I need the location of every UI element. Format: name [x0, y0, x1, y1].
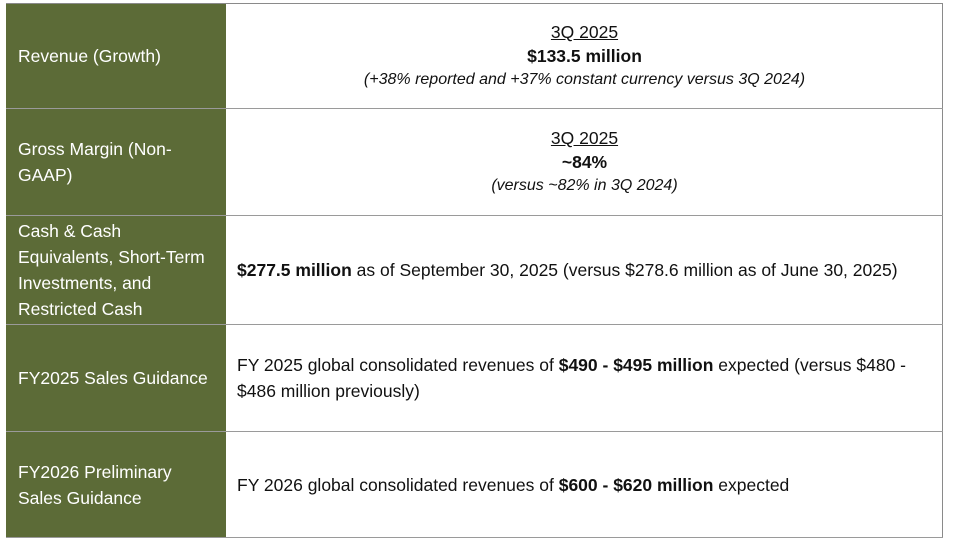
text-segment: $490 - $495 million: [558, 355, 714, 375]
text-segment: $600 - $620 million: [558, 474, 714, 495]
text-segment: FY 2026 global consolidated revenues of: [237, 474, 559, 495]
row-content: FY 2025 global consolidated revenues of …: [227, 325, 943, 431]
table-row: Gross Margin (Non-GAAP) 3Q 2025 ~84% (versu…: [6, 109, 943, 216]
row-content: 3Q 2025 $133.5 million (+38% reported and …: [227, 4, 943, 108]
note: (versus ~82% in 3Q 2024): [491, 177, 678, 194]
row-content: 3Q 2025 ~84% (versus ~82% in 3Q 2024): [227, 109, 943, 215]
table-row: Revenue (Growth) 3Q 2025 $133.5 million (+3…: [6, 4, 943, 109]
text-segment: as of September 30, 2025 (versus $278.6 …: [351, 260, 898, 280]
metric-value: ~84%: [561, 152, 608, 172]
metric-value: $133.5 million: [527, 46, 642, 66]
row-label: Revenue (Growth): [6, 4, 227, 108]
period: 3Q 2025: [550, 128, 619, 148]
row-label: Gross Margin (Non-GAAP): [6, 109, 227, 215]
table-row: FY2025 Sales Guidance FY 2025 global cons…: [6, 325, 943, 432]
row-content: $277.5 million as of September 30, 2025 …: [227, 216, 943, 324]
content-text: $277.5 million as of September 30, 2025 …: [237, 257, 932, 283]
text-segment: expected (versus $480 - $486 million pre…: [237, 355, 906, 401]
table-row: FY2026 Preliminary Sales Guidance FY 2026…: [6, 432, 943, 538]
row-label: Cash & Cash Equivalents, Short-Term Inve…: [6, 216, 227, 324]
content-text: FY 2026 global consolidated revenues of …: [237, 472, 932, 498]
row-content: FY 2026 global consolidated revenues of …: [227, 432, 943, 537]
row-label: FY2025 Sales Guidance: [6, 325, 227, 431]
summary-table: Revenue (Growth) 3Q 2025 $133.5 million (+3…: [6, 3, 943, 538]
text-segment: expected: [713, 474, 790, 495]
text-segment: $277.5 million: [237, 260, 352, 280]
row-label: FY2026 Preliminary Sales Guidance: [6, 432, 227, 537]
table-row: Cash & Cash Equivalents, Short-Term Inve…: [6, 216, 943, 325]
note: (+38% reported and +37% constant currenc…: [363, 71, 806, 88]
content-text: FY 2025 global consolidated revenues of …: [237, 352, 932, 404]
period: 3Q 2025: [550, 22, 619, 42]
text-segment: FY 2025 global consolidated revenues of: [237, 355, 559, 375]
